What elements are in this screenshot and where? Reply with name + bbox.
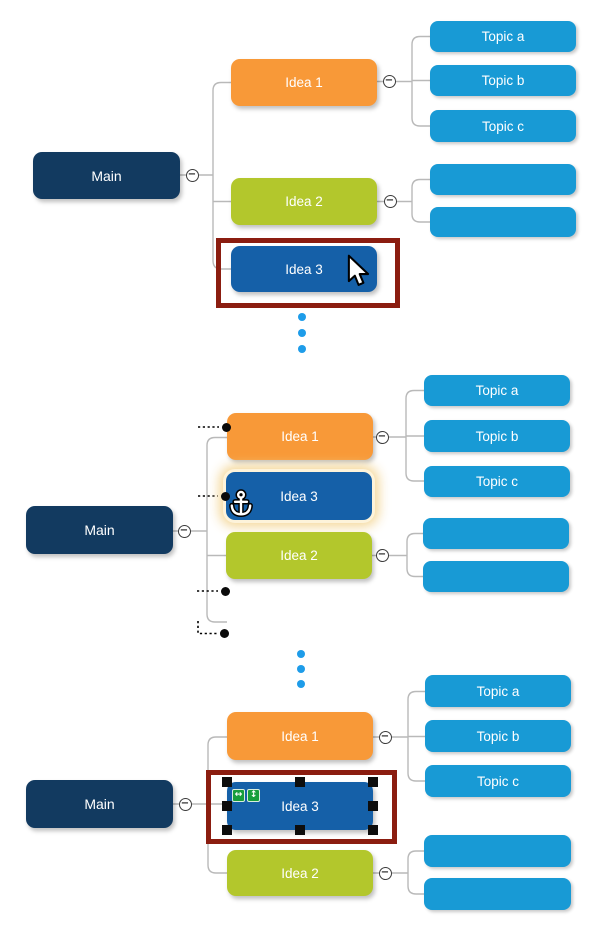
ellipsis-dot bbox=[298, 345, 306, 353]
topic-b-node[interactable]: Topic b bbox=[430, 65, 576, 96]
selection-handle[interactable] bbox=[222, 801, 232, 811]
topic-b-node[interactable]: Topic b bbox=[425, 720, 571, 752]
collapse-idea1-button[interactable]: − bbox=[375, 431, 389, 444]
connector-path bbox=[407, 850, 424, 895]
idea2-node[interactable]: Idea 2 bbox=[231, 178, 377, 225]
topic-a-node[interactable]: Topic a bbox=[425, 675, 571, 707]
drop-target-dot bbox=[221, 422, 231, 432]
main-node[interactable]: Main bbox=[26, 780, 173, 828]
connector-path bbox=[206, 436, 227, 623]
collapse-main-button[interactable]: − bbox=[178, 797, 192, 811]
collapse-idea1-button[interactable]: − bbox=[382, 75, 396, 88]
subtopic-placeholder-node[interactable] bbox=[430, 164, 576, 195]
subtopic-placeholder-node[interactable] bbox=[424, 835, 571, 867]
connector-path bbox=[411, 35, 430, 127]
idea2-node[interactable]: Idea 2 bbox=[227, 850, 373, 896]
topic-b-node[interactable]: Topic b bbox=[424, 420, 570, 452]
topic-a-node[interactable]: Topic a bbox=[430, 21, 576, 52]
ellipsis-dot bbox=[298, 313, 306, 321]
selection-handle[interactable] bbox=[368, 777, 378, 787]
connector-path bbox=[411, 178, 430, 223]
selection-handle[interactable] bbox=[295, 825, 305, 835]
selection-handle[interactable] bbox=[222, 777, 232, 787]
main-node[interactable]: Main bbox=[33, 152, 180, 199]
connector-path bbox=[406, 532, 423, 578]
mouse-cursor-icon bbox=[347, 254, 370, 286]
ellipsis-dot bbox=[297, 680, 305, 688]
subtopic-placeholder-node[interactable] bbox=[430, 207, 576, 237]
collapse-main-button[interactable]: − bbox=[177, 524, 191, 538]
drop-target-dot bbox=[220, 586, 230, 596]
selection-handle[interactable] bbox=[222, 825, 232, 835]
ellipsis-dot bbox=[298, 329, 306, 337]
ellipsis-dot bbox=[297, 650, 305, 658]
anchor-cursor-icon bbox=[229, 489, 253, 518]
idea1-node[interactable]: Idea 1 bbox=[231, 59, 377, 106]
annotation-box bbox=[216, 238, 400, 308]
main-node[interactable]: Main bbox=[26, 506, 173, 554]
topic-c-node[interactable]: Topic c bbox=[430, 110, 576, 142]
topic-c-node[interactable]: Topic c bbox=[424, 466, 570, 497]
connector-path-group bbox=[173, 35, 430, 895]
selection-handle[interactable] bbox=[368, 801, 378, 811]
subtopic-placeholder-node[interactable] bbox=[423, 561, 569, 592]
resize-height-button[interactable]: ↕ bbox=[247, 789, 260, 802]
drop-indicator-dotted-lines bbox=[197, 426, 219, 635]
drop-target-dot bbox=[219, 629, 229, 638]
collapse-main-button[interactable]: − bbox=[185, 168, 199, 182]
selection-handle[interactable] bbox=[295, 777, 305, 787]
collapse-idea2-button[interactable]: − bbox=[375, 549, 389, 562]
collapse-idea1-button[interactable]: − bbox=[378, 730, 392, 744]
topic-a-node[interactable]: Topic a bbox=[424, 375, 570, 406]
drop-target-dot bbox=[220, 491, 230, 501]
subtopic-placeholder-node[interactable] bbox=[423, 518, 569, 549]
ellipsis-dot bbox=[297, 665, 305, 673]
collapse-idea2-button[interactable]: − bbox=[383, 195, 397, 208]
idea2-node[interactable]: Idea 2 bbox=[226, 532, 372, 579]
selection-handle[interactable] bbox=[368, 825, 378, 835]
topic-c-node[interactable]: Topic c bbox=[425, 765, 571, 797]
idea1-node[interactable]: Idea 1 bbox=[227, 413, 373, 460]
subtopic-placeholder-node[interactable] bbox=[424, 878, 571, 910]
collapse-idea2-button[interactable]: − bbox=[378, 866, 392, 880]
drop-indicator-line bbox=[197, 621, 217, 635]
idea1-node[interactable]: Idea 1 bbox=[227, 712, 373, 760]
resize-width-button[interactable]: ↔ bbox=[232, 789, 245, 802]
annotation-box bbox=[206, 770, 397, 844]
